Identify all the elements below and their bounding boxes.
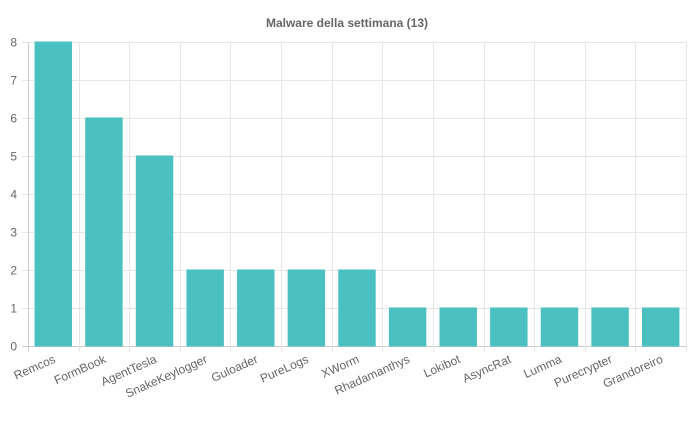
y-tick-label: 1 <box>10 302 17 316</box>
y-tick-label: 6 <box>10 112 17 126</box>
y-tick-label: 0 <box>10 340 17 354</box>
bar-xworm <box>338 269 376 347</box>
bars <box>34 41 680 347</box>
bar-remcos <box>34 41 73 347</box>
x-tick-label: Lokibot <box>421 352 463 381</box>
bar-purelogs <box>287 269 326 347</box>
bar-grandoreiro <box>641 307 680 347</box>
bar-guloader <box>237 269 275 347</box>
x-tick-label: Guloader <box>209 352 260 385</box>
bar-asyncrat <box>490 307 528 347</box>
bar-lumma <box>540 307 579 347</box>
grid <box>22 42 687 352</box>
bar-agenttesla <box>135 155 174 347</box>
bar-lokibot <box>439 307 477 347</box>
y-tick-label: 2 <box>10 264 17 278</box>
chart-title: Malware della settimana (13) <box>266 16 428 30</box>
x-tick-label: PureLogs <box>258 352 311 386</box>
y-tick-label: 3 <box>10 226 17 240</box>
bar-formbook <box>85 117 123 347</box>
y-tick-label: 8 <box>10 36 17 50</box>
bar-rhadamanthys <box>388 307 427 347</box>
x-tick-label: Remcos <box>12 352 58 383</box>
bar-purecrypter <box>591 307 629 347</box>
y-tick-label: 4 <box>10 188 17 202</box>
y-tick-label: 7 <box>10 74 17 88</box>
y-axis-ticks: 0 1 2 3 4 5 6 7 8 <box>10 36 17 354</box>
bar-snakekeylogger <box>186 269 224 347</box>
y-tick-label: 5 <box>10 150 17 164</box>
x-tick-label: AsyncRat <box>460 352 513 386</box>
